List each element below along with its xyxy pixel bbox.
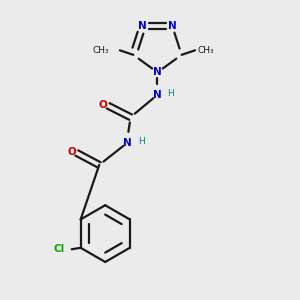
Text: CH₃: CH₃ bbox=[197, 46, 214, 55]
Text: CH₃: CH₃ bbox=[93, 46, 110, 55]
Text: N: N bbox=[153, 90, 162, 100]
Text: O: O bbox=[98, 100, 107, 110]
Text: N: N bbox=[123, 137, 132, 148]
Text: N: N bbox=[153, 68, 162, 77]
Text: N: N bbox=[168, 21, 177, 32]
Text: N: N bbox=[138, 21, 147, 32]
Text: Cl: Cl bbox=[53, 244, 64, 254]
Text: H: H bbox=[138, 136, 144, 146]
Text: O: O bbox=[67, 147, 76, 158]
Text: H: H bbox=[167, 89, 174, 98]
